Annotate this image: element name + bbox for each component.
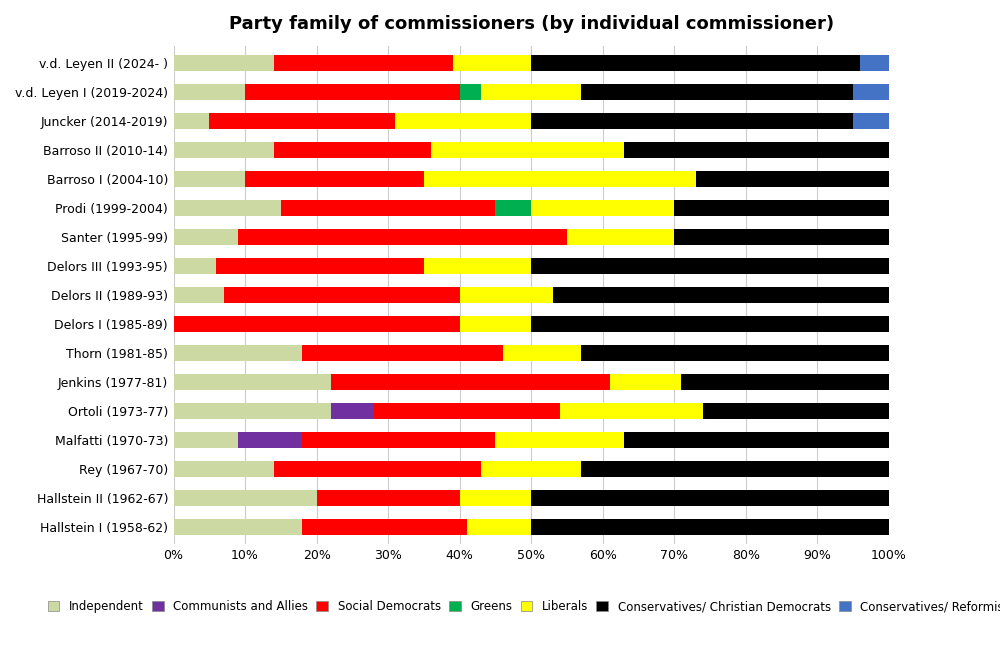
Bar <box>238 432 302 448</box>
Title: Party family of commissioners (by individual commissioner): Party family of commissioners (by indivi… <box>229 15 834 33</box>
Bar <box>424 258 531 274</box>
Bar <box>174 461 274 477</box>
Bar <box>567 229 674 245</box>
Bar <box>860 55 889 71</box>
Bar <box>302 432 495 448</box>
Bar <box>531 519 889 535</box>
Bar <box>460 490 531 506</box>
Bar <box>481 84 581 100</box>
Bar <box>274 461 481 477</box>
Bar <box>531 258 889 274</box>
Bar <box>331 403 374 419</box>
Bar <box>581 345 889 361</box>
Bar <box>174 55 274 71</box>
Bar <box>174 113 209 129</box>
Bar <box>531 55 860 71</box>
Bar <box>302 345 503 361</box>
Bar <box>216 258 424 274</box>
Bar <box>245 84 460 100</box>
Bar <box>453 55 531 71</box>
Bar <box>674 229 889 245</box>
Bar <box>624 142 889 158</box>
Bar <box>274 55 453 71</box>
Bar <box>531 490 889 506</box>
Bar <box>610 374 681 390</box>
Bar <box>395 113 531 129</box>
Bar <box>174 374 331 390</box>
Bar <box>174 142 274 158</box>
Bar <box>331 374 610 390</box>
Bar <box>174 316 460 332</box>
Bar <box>495 200 531 216</box>
Bar <box>174 258 216 274</box>
Bar <box>174 171 245 187</box>
Bar <box>681 374 889 390</box>
Bar <box>581 84 853 100</box>
Bar <box>238 229 567 245</box>
Bar <box>274 142 431 158</box>
Bar <box>467 519 531 535</box>
Bar <box>495 432 624 448</box>
Bar <box>281 200 495 216</box>
Bar <box>302 519 467 535</box>
Bar <box>481 461 581 477</box>
Bar <box>224 287 460 303</box>
Bar <box>703 403 889 419</box>
Legend: Independent, Communists and Allies, Social Democrats, Greens, Liberals, Conserva: Independent, Communists and Allies, Soci… <box>48 600 1000 613</box>
Bar <box>174 490 317 506</box>
Bar <box>317 490 460 506</box>
Bar <box>460 287 553 303</box>
Bar <box>581 461 889 477</box>
Bar <box>531 316 889 332</box>
Bar <box>531 113 853 129</box>
Bar <box>174 345 302 361</box>
Bar <box>624 432 889 448</box>
Bar <box>853 113 889 129</box>
Bar <box>696 171 889 187</box>
Bar <box>174 200 281 216</box>
Bar <box>245 171 424 187</box>
Bar <box>553 287 889 303</box>
Bar <box>853 84 889 100</box>
Bar <box>531 200 674 216</box>
Bar <box>174 84 245 100</box>
Bar <box>174 403 331 419</box>
Bar <box>174 229 238 245</box>
Bar <box>174 432 238 448</box>
Bar <box>674 200 889 216</box>
Bar <box>174 287 224 303</box>
Bar <box>374 403 560 419</box>
Bar <box>560 403 703 419</box>
Bar <box>460 84 481 100</box>
Bar <box>209 113 395 129</box>
Bar <box>503 345 581 361</box>
Bar <box>174 519 302 535</box>
Bar <box>460 316 531 332</box>
Bar <box>424 171 696 187</box>
Bar <box>431 142 624 158</box>
